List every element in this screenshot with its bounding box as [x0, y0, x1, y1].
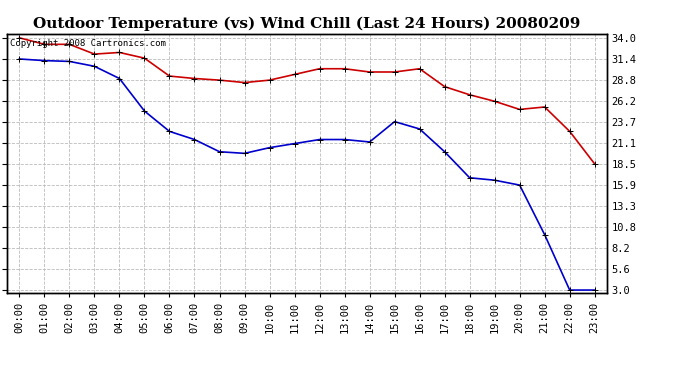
Text: Copyright 2008 Cartronics.com: Copyright 2008 Cartronics.com	[10, 39, 166, 48]
Title: Outdoor Temperature (vs) Wind Chill (Last 24 Hours) 20080209: Outdoor Temperature (vs) Wind Chill (Las…	[33, 17, 581, 31]
